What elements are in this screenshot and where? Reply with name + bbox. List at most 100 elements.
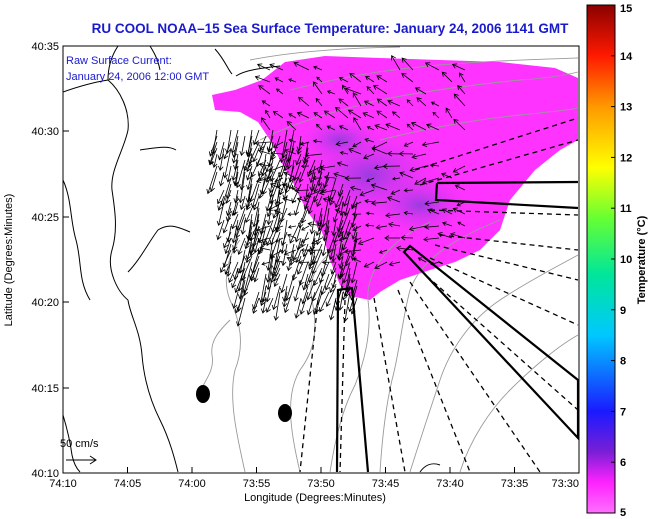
current-vector — [294, 225, 302, 243]
colorbar-tick-label: 11 — [620, 203, 632, 215]
current-vector — [374, 124, 388, 131]
current-vector — [395, 245, 414, 252]
current-vector — [261, 261, 271, 266]
current-vector — [352, 257, 362, 263]
current-vector — [231, 273, 239, 289]
y-tick-labels: 40:35 40:30 40:25 40:20 40:15 40:10 — [31, 41, 59, 480]
current-vector — [254, 75, 271, 83]
colorbar-tick-label: 15 — [620, 3, 632, 15]
radar-lines — [299, 117, 579, 473]
current-vector — [327, 248, 336, 252]
current-vector — [388, 261, 401, 267]
current-vector — [306, 189, 323, 198]
current-vector — [280, 273, 288, 294]
current-vector — [365, 223, 375, 228]
current-vector — [240, 219, 246, 235]
map-title: RU COOL NOAA–15 Sea Surface Temperature:… — [92, 21, 569, 36]
current-vector — [283, 249, 297, 256]
surface-current-vectors — [206, 55, 466, 327]
current-vector — [231, 219, 239, 244]
current-vector — [449, 232, 466, 239]
current-vector — [326, 90, 336, 95]
current-vector — [237, 237, 246, 255]
current-vector — [281, 183, 297, 191]
current-vector — [399, 171, 414, 179]
current-vector — [328, 189, 337, 206]
current-vector — [315, 97, 323, 107]
current-vector — [275, 88, 284, 95]
current-vector — [424, 224, 440, 230]
current-vector — [376, 98, 388, 107]
current-vector — [273, 209, 284, 215]
current-vector — [212, 153, 218, 169]
current-vector — [321, 259, 336, 266]
current-vector — [408, 225, 427, 232]
x-tick-label: 73:55 — [243, 478, 271, 490]
current-vector — [218, 147, 225, 172]
current-vector — [300, 237, 310, 243]
current-vector — [352, 92, 362, 107]
current-vector — [344, 87, 362, 95]
current-vector — [337, 267, 344, 279]
current-vector — [365, 211, 375, 216]
colorbar-tick-label: 8 — [620, 356, 626, 368]
current-vector — [268, 201, 284, 211]
current-vector — [324, 219, 330, 236]
current-vector — [441, 208, 453, 215]
current-vector — [390, 189, 401, 195]
current-vector — [306, 279, 316, 301]
current-vector — [296, 141, 302, 155]
current-vector — [254, 140, 271, 146]
current-vector — [350, 297, 358, 315]
current-vector — [301, 207, 309, 224]
current-vector — [353, 117, 362, 131]
current-vector — [432, 111, 440, 119]
current-vector — [453, 93, 466, 107]
current-vector — [437, 231, 453, 239]
current-vector — [312, 81, 323, 95]
current-vector — [385, 212, 401, 218]
current-vector — [216, 219, 225, 241]
current-vector — [445, 107, 453, 119]
current-vector — [398, 150, 414, 157]
current-vector — [406, 99, 414, 107]
current-vector — [309, 213, 316, 235]
current-vector — [310, 249, 316, 266]
current-vector — [231, 141, 239, 164]
current-vector — [315, 219, 323, 237]
current-vector — [257, 237, 271, 244]
current-vector — [321, 225, 330, 257]
current-vector — [234, 291, 246, 314]
current-vector — [258, 177, 267, 199]
x-tick-label: 74:10 — [49, 478, 77, 490]
current-vector — [262, 219, 274, 247]
current-vector — [266, 135, 274, 152]
current-vector — [335, 285, 344, 306]
current-vector — [376, 75, 388, 83]
current-vector — [452, 165, 466, 173]
current-vector — [295, 249, 302, 264]
current-vector — [321, 177, 330, 193]
current-vector — [338, 76, 349, 83]
current-vector — [386, 196, 401, 203]
current-vector — [363, 100, 375, 107]
current-vector — [385, 123, 401, 131]
current-vector — [208, 135, 218, 157]
current-vector — [282, 291, 288, 308]
current-vector — [291, 255, 302, 281]
y-axis-label: Latitude (Degrees:Minutes) — [3, 194, 15, 327]
current-vector — [222, 213, 232, 234]
current-vector — [273, 267, 281, 282]
current-vector — [217, 141, 225, 161]
current-vector — [370, 183, 388, 191]
current-vector — [225, 165, 232, 183]
current-vector — [357, 237, 375, 246]
current-vector — [252, 297, 260, 314]
current-vector — [313, 267, 323, 287]
current-vector — [286, 256, 297, 263]
current-vector — [232, 165, 239, 187]
current-vector — [299, 291, 309, 315]
current-vector — [384, 235, 401, 241]
current-vector — [308, 255, 316, 270]
current-vector — [307, 159, 316, 178]
